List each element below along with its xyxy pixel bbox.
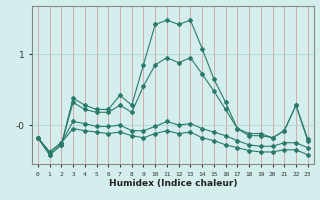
X-axis label: Humidex (Indice chaleur): Humidex (Indice chaleur) — [108, 179, 237, 188]
